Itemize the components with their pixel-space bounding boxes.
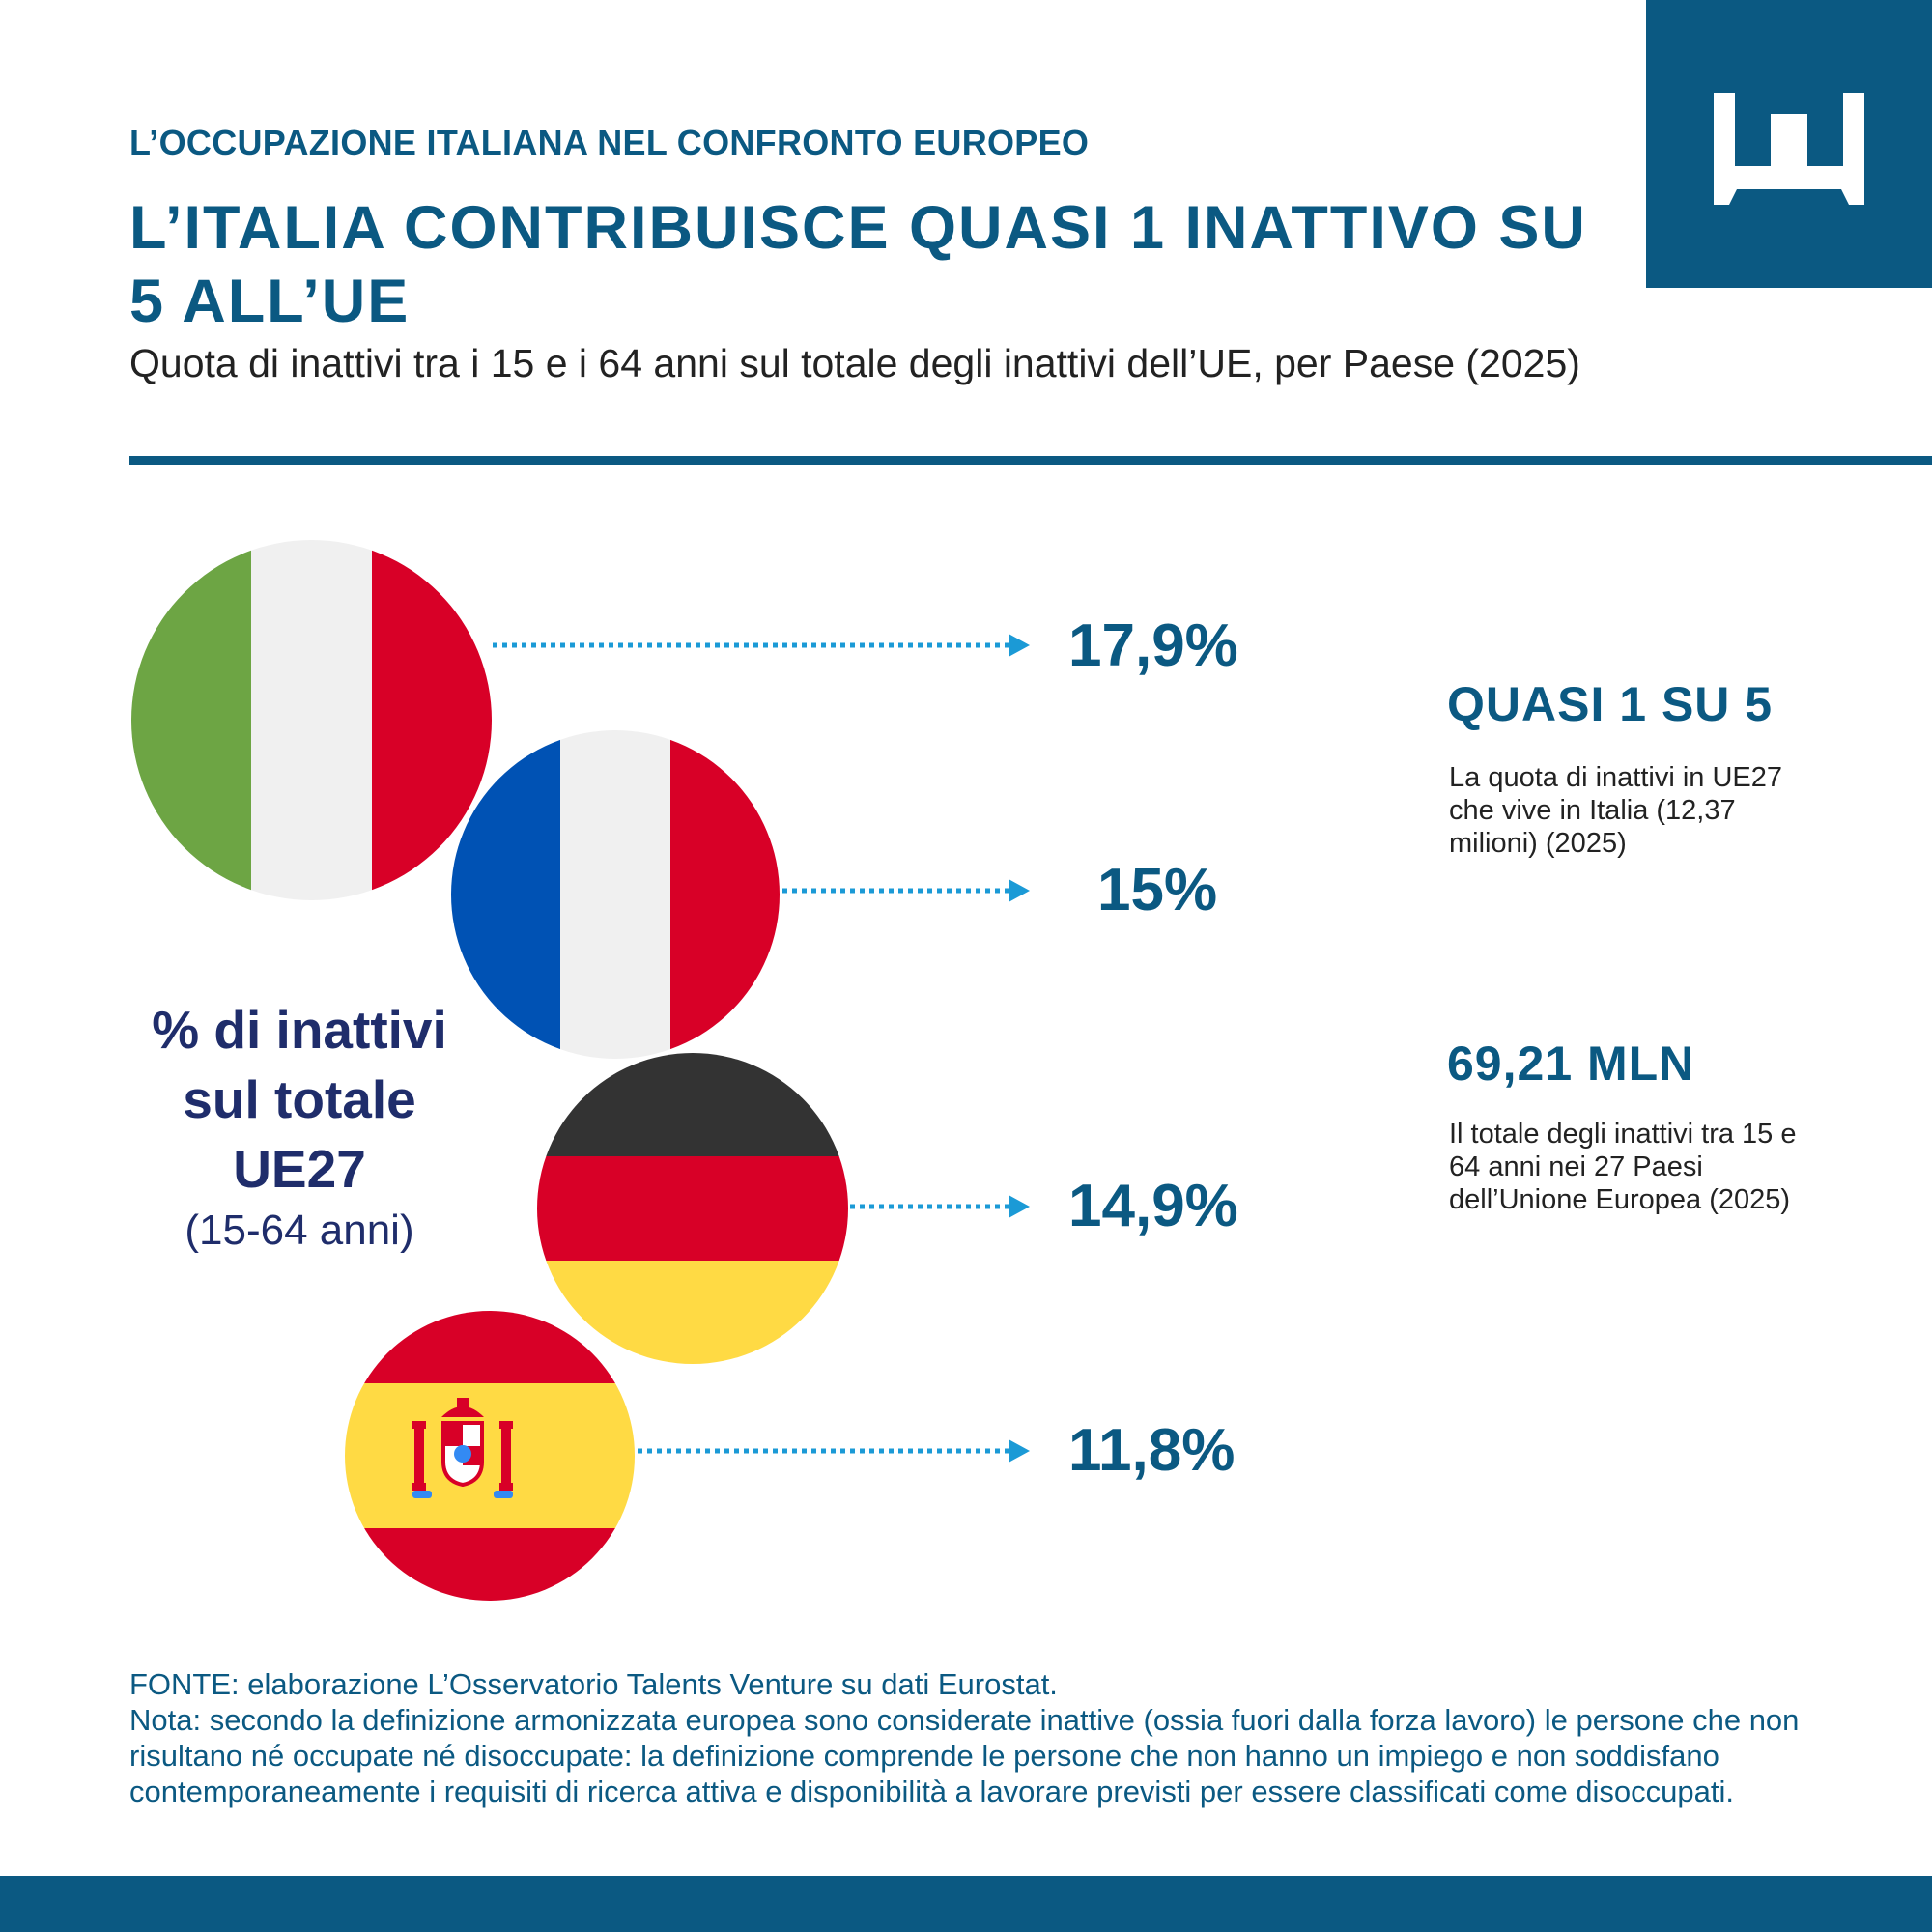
value-label-germany: 14,9% — [1068, 1173, 1238, 1239]
header-divider — [129, 456, 1932, 465]
measure-line-2: sul totale — [183, 1069, 416, 1129]
footer-bar — [0, 1876, 1932, 1932]
measure-line-4: (15-64 anni) — [185, 1207, 414, 1254]
arrow-right-icon — [638, 1439, 1030, 1463]
measure-line-1: % di inattivi — [152, 1000, 447, 1060]
page-kicker: L’OCCUPAZIONE ITALIANA NEL CONFRONTO EUR… — [129, 123, 1090, 162]
flag-italy-icon — [131, 540, 492, 900]
value-label-spain: 11,8% — [1068, 1417, 1236, 1484]
brand-logo — [1646, 0, 1932, 288]
page-subtitle: Quota di inattivi tra i 15 e i 64 anni s… — [129, 341, 1580, 385]
flag-germany-icon — [537, 1053, 848, 1364]
value-label-italy: 17,9% — [1068, 612, 1238, 679]
stat-headline-share: QUASI 1 SU 5 — [1447, 677, 1774, 731]
arrow-right-icon — [782, 879, 1030, 902]
stat-text-total: Il totale degli inattivi tra 15 e 64 ann… — [1449, 1119, 1797, 1215]
flag-france-icon — [451, 730, 780, 1059]
page-title: L’ITALIA CONTRIBUISCE QUASI 1 INATTIVO S… — [129, 194, 1587, 335]
stat-headline-total: 69,21 MLN — [1447, 1037, 1695, 1091]
source-line: FONTE: elaborazione L’Osservatorio Talen… — [129, 1667, 1058, 1701]
source-note: FONTE: elaborazione L’Osservatorio Talen… — [129, 1666, 1917, 1809]
chart-measure-label: % di inattivi sul totale UE27 (15-64 ann… — [97, 995, 502, 1258]
definition-note: Nota: secondo la definizione armonizzata… — [129, 1703, 1800, 1808]
value-label-france: 15% — [1097, 857, 1218, 923]
logo-crown-icon — [1714, 93, 1864, 205]
stat-text-share: La quota di inattivi in UE27 che vive in… — [1449, 762, 1782, 859]
measure-line-3: UE27 — [233, 1139, 366, 1199]
arrow-right-icon — [850, 1195, 1030, 1218]
arrow-right-icon — [493, 634, 1030, 657]
